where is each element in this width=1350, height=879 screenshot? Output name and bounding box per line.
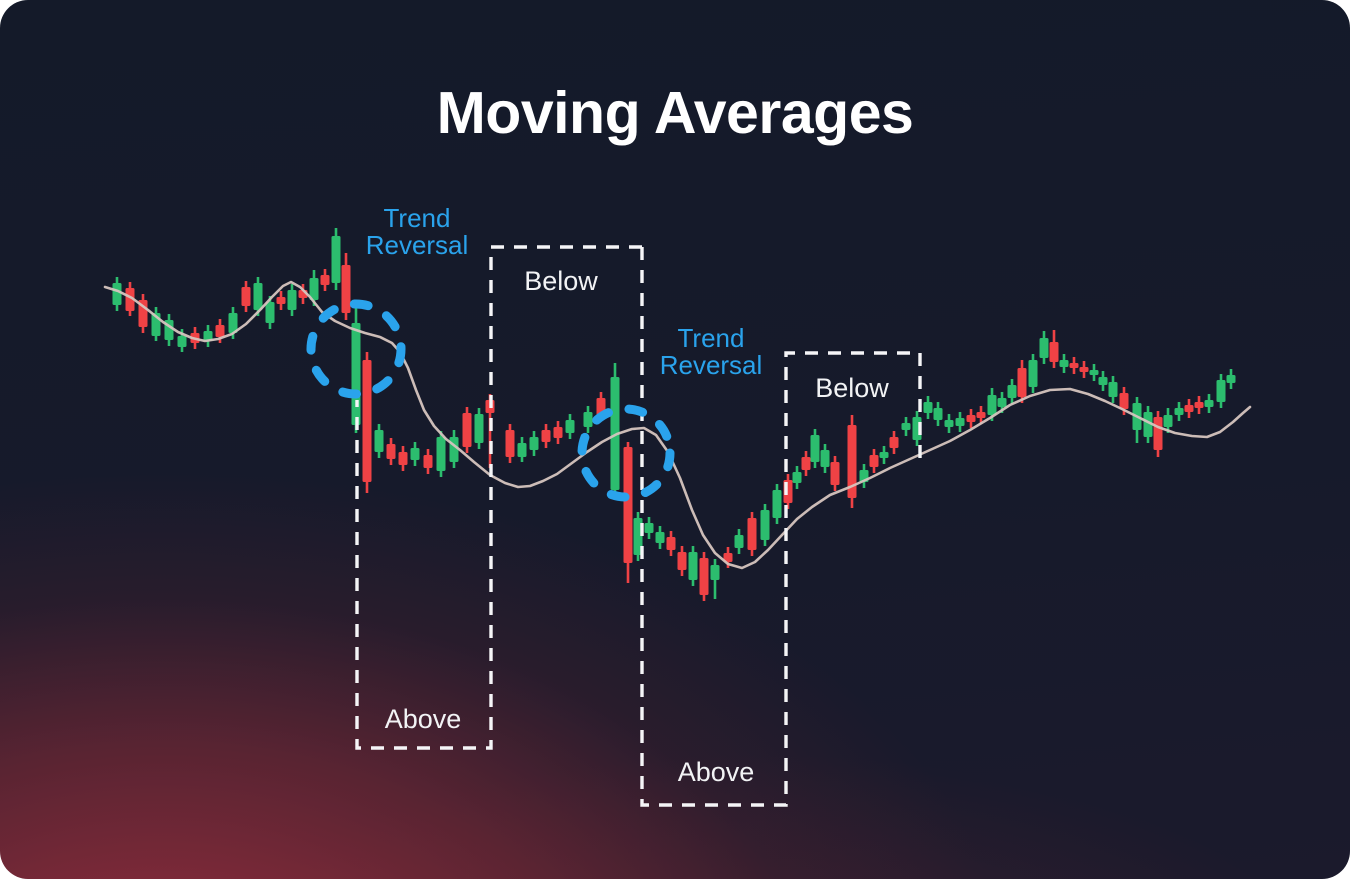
candlestick [830, 456, 840, 491]
candlestick [164, 314, 174, 346]
candlestick [688, 546, 698, 586]
candlestick [505, 424, 515, 463]
candlestick [341, 253, 351, 320]
candlestick [1132, 397, 1142, 443]
candlestick [1184, 399, 1194, 418]
candlestick [541, 424, 551, 448]
candlestick [1204, 394, 1214, 413]
candlestick [517, 437, 527, 462]
candlestick [374, 424, 384, 458]
candlestick [760, 504, 770, 546]
moving-average-line [103, 280, 1252, 570]
candlestick [410, 442, 420, 466]
candlestick [847, 415, 857, 508]
candlestick [1194, 396, 1204, 414]
candlestick [462, 407, 472, 453]
candlestick [955, 412, 965, 432]
dashed-zone-above-below-right [640, 247, 922, 807]
candles [112, 228, 1236, 601]
candlestick [944, 414, 954, 433]
below-2-label: Below [815, 373, 889, 403]
candlestick [644, 517, 654, 539]
candlestick [801, 451, 811, 476]
dashed-zone-above-below-left [355, 245, 642, 750]
candlestick [1079, 361, 1089, 378]
candlestick [265, 296, 275, 329]
candlestick [655, 526, 665, 549]
candlestick [879, 446, 889, 464]
candlestick [889, 431, 899, 454]
candlestick [792, 466, 802, 489]
candlestick [933, 402, 943, 426]
candlestick [1174, 402, 1184, 421]
candlestick [633, 512, 643, 561]
candlestick [923, 396, 933, 419]
candlestick [241, 281, 251, 312]
candlestick [253, 277, 263, 316]
candlestick [1007, 379, 1017, 404]
page-title: Moving Averages [436, 80, 914, 146]
candlestick [734, 529, 744, 554]
candlestick [1069, 357, 1079, 374]
candlestick [666, 531, 676, 556]
candlestick [1216, 374, 1226, 408]
candlestick [869, 449, 879, 473]
trend-reversal-circle-2 [577, 404, 675, 502]
above-2-label: Above [678, 757, 755, 787]
candlestick [1143, 406, 1153, 443]
candlestick [151, 307, 161, 341]
candlestick [1049, 330, 1059, 368]
candlestick [203, 325, 213, 347]
candlestick [1089, 364, 1099, 381]
candlestick [138, 294, 148, 333]
candlestick [276, 291, 286, 310]
candlestick [772, 484, 782, 524]
candlestick [677, 546, 687, 576]
candlestick [1108, 376, 1118, 403]
candlestick [320, 269, 330, 291]
candlestick [583, 406, 593, 433]
trend-reversal-2-label: Trend Reversal [660, 323, 763, 380]
candlestick [1017, 360, 1027, 403]
candlestick [423, 449, 433, 474]
candlestick [112, 277, 122, 311]
candlestick [901, 417, 911, 436]
candlestick [859, 464, 869, 488]
candlestick [623, 442, 633, 583]
candlestick [362, 352, 372, 493]
candlestick [331, 228, 341, 290]
trend-reversal-circle-1 [306, 299, 406, 399]
candlestick [1028, 354, 1038, 393]
candlestick [1039, 331, 1049, 364]
candlestick [1098, 371, 1108, 391]
candlestick [351, 307, 361, 433]
candlestick [976, 406, 986, 424]
candlestick [287, 284, 297, 316]
candlestick [610, 363, 620, 497]
candlestick [1153, 411, 1163, 457]
candlestick [553, 421, 563, 444]
above-1-label: Above [385, 704, 462, 734]
candlestick [966, 409, 976, 428]
candlestick [820, 444, 830, 473]
candlestick [1059, 354, 1069, 373]
candlestick [474, 408, 484, 449]
candlestick [436, 431, 446, 477]
candlestick [710, 559, 720, 599]
candlestick [699, 552, 709, 601]
candlestick [810, 429, 820, 468]
candlestick [386, 438, 396, 465]
candlestick [1226, 369, 1236, 389]
candlestick [398, 446, 408, 471]
candlestick [747, 512, 757, 556]
trend-reversal-1-label: Trend Reversal [366, 203, 469, 260]
candlestick [529, 431, 539, 456]
candlestick [125, 282, 135, 316]
below-1-label: Below [524, 266, 598, 296]
candlestick [565, 414, 575, 439]
candlestick [1163, 408, 1173, 433]
